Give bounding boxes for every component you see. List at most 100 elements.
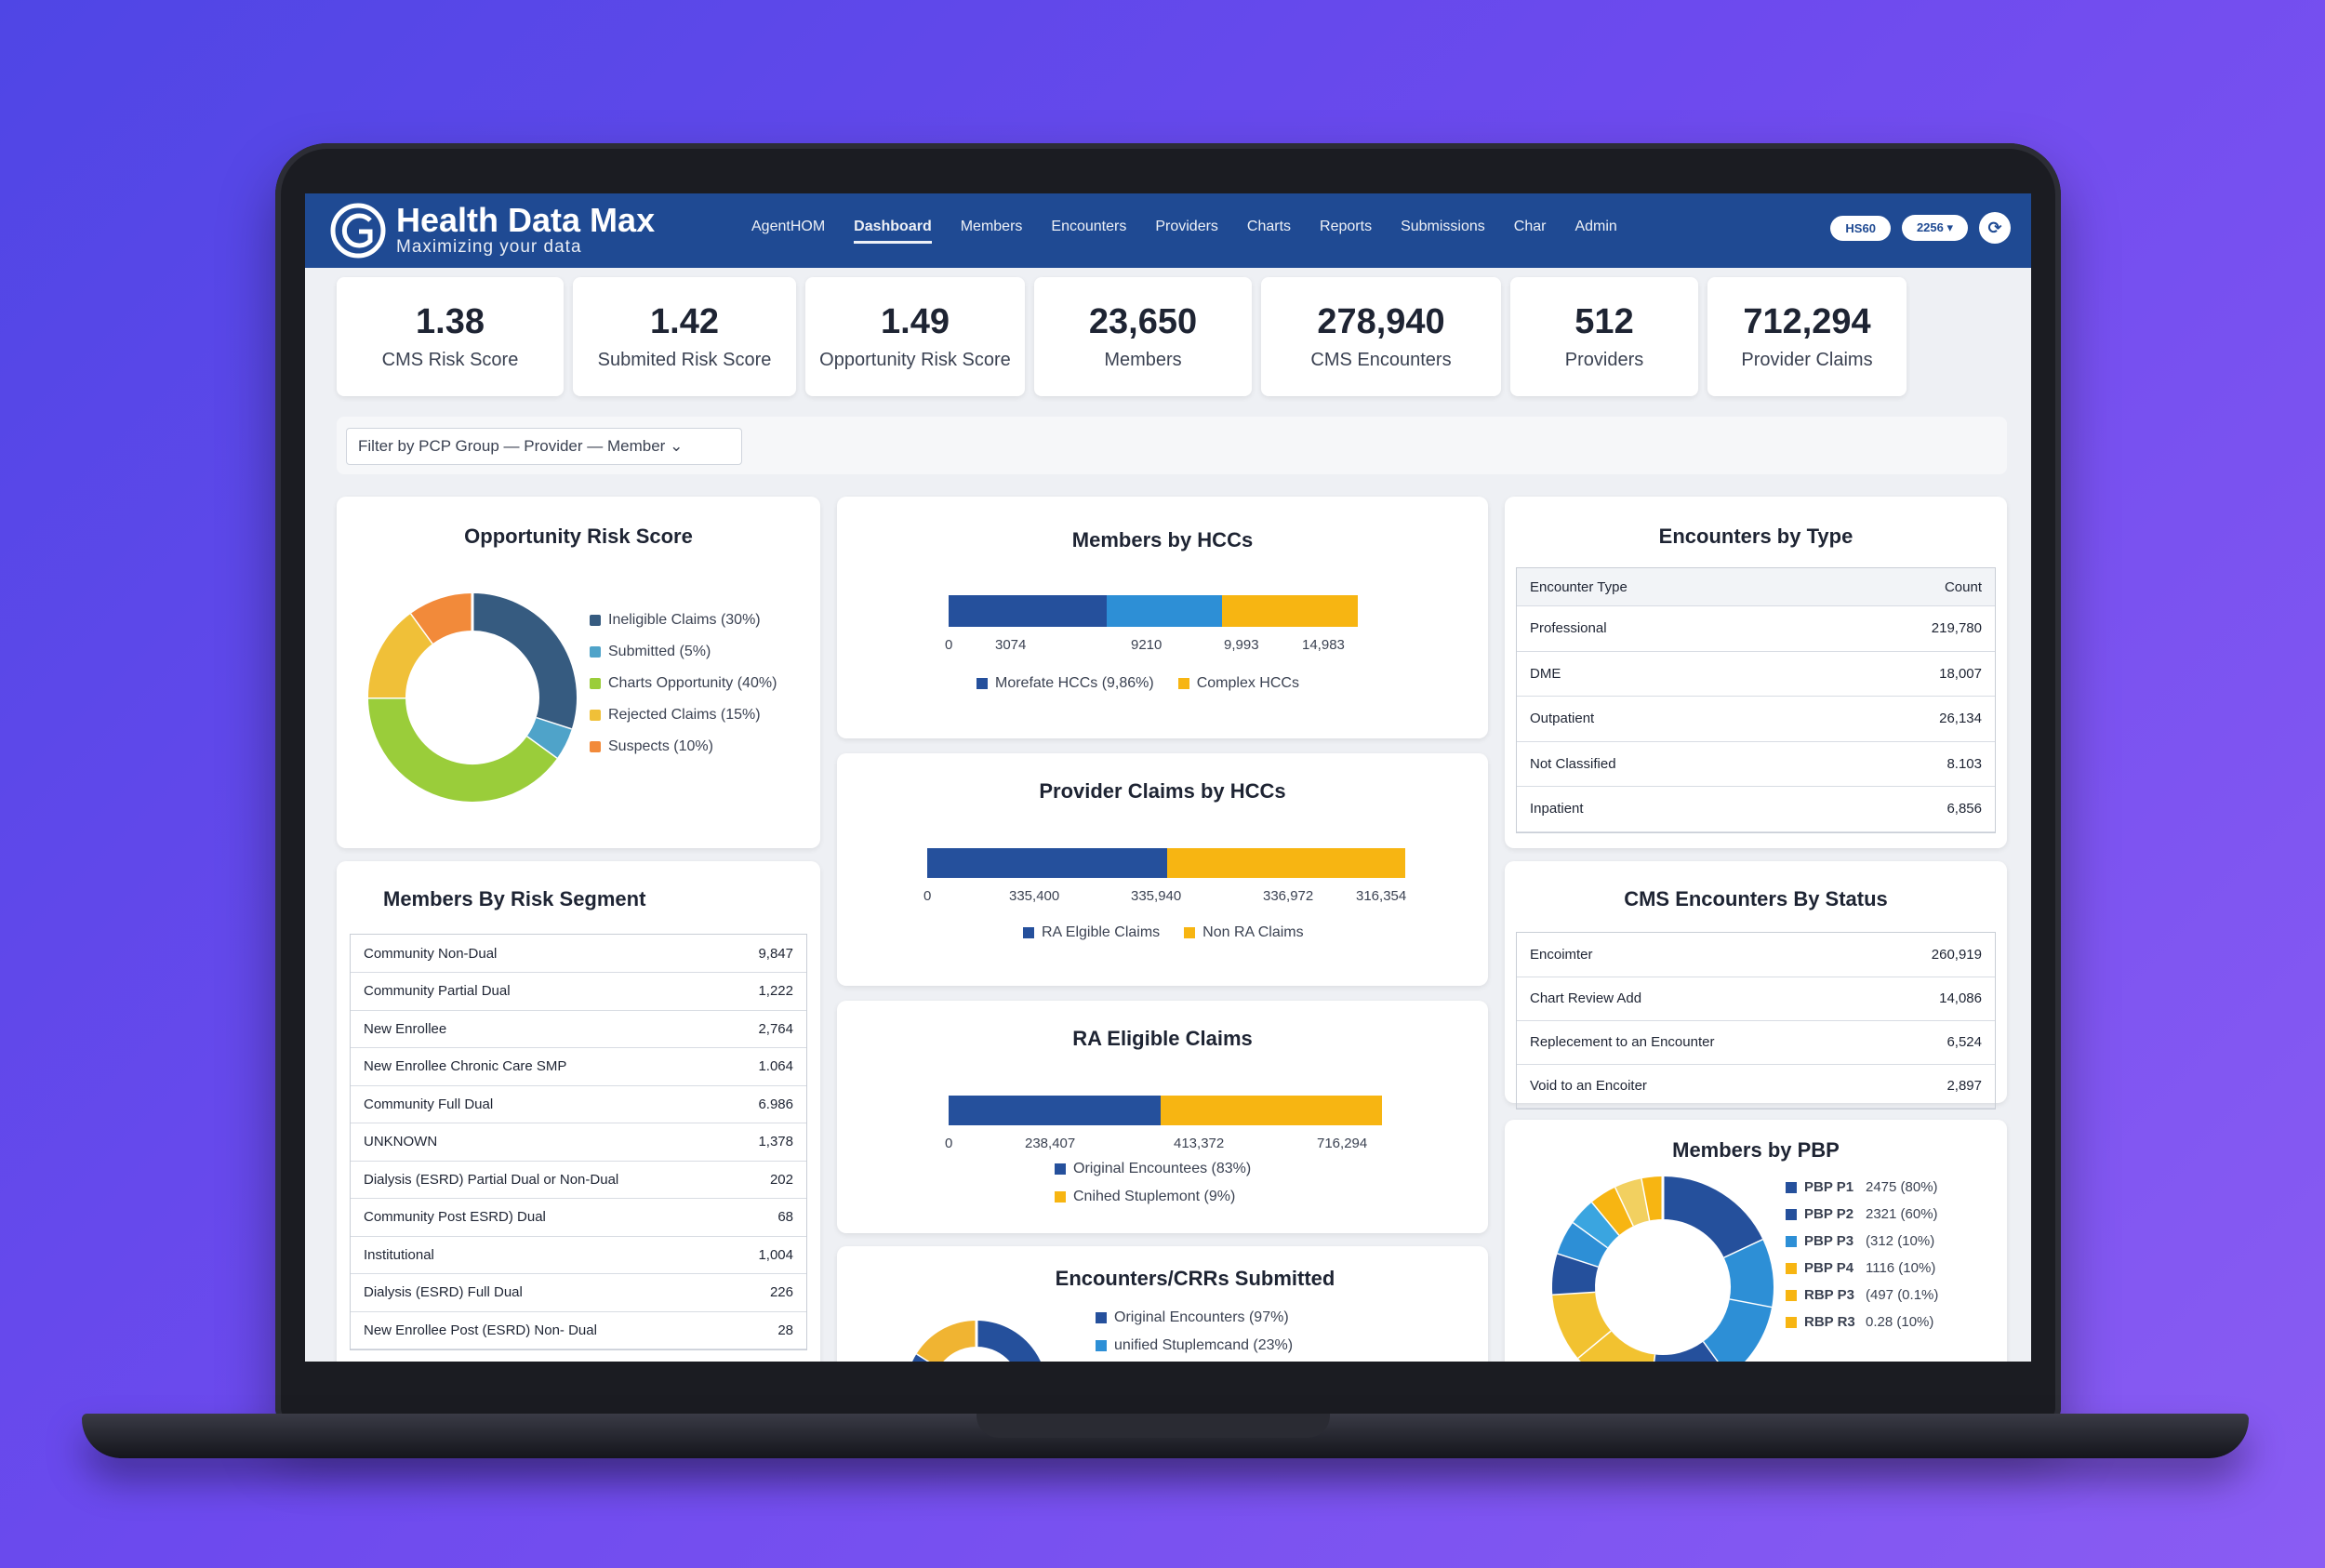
table-row[interactable]: Dialysis (ESRD) Full Dual 226 bbox=[351, 1273, 806, 1312]
encounters-type-card: Encounters by Type Encounter Type Count Pr… bbox=[1505, 497, 2007, 848]
legend-item[interactable]: unified Stuplemcand (23%) bbox=[1096, 1337, 1293, 1354]
ra-claims-segment-1[interactable] bbox=[1161, 1096, 1382, 1125]
nav-item-agenthom[interactable]: AgentHOM bbox=[751, 218, 826, 234]
legend-item[interactable]: Non RA Claims bbox=[1184, 924, 1304, 941]
pbp-slice-3[interactable] bbox=[1652, 1341, 1718, 1362]
legend-item[interactable]: RBP R3 0.28 (10%) bbox=[1786, 1314, 1938, 1330]
kpi-card[interactable]: 1.49 Opportunity Risk Score bbox=[805, 277, 1025, 396]
nav-item-encounters[interactable]: Encounters bbox=[1051, 218, 1127, 234]
table-row[interactable]: Dialysis (ESRD) Partial Dual or Non-Dual… bbox=[351, 1161, 806, 1199]
opportunity-slice-3[interactable] bbox=[368, 613, 434, 698]
pbp-slice-5[interactable] bbox=[1552, 1290, 1612, 1358]
table-row[interactable]: Professional 219,780 bbox=[1517, 605, 1995, 652]
legend-swatch bbox=[590, 741, 601, 752]
settings-icon[interactable]: ⟳ bbox=[1979, 212, 2011, 244]
members-hccs-segment-1[interactable] bbox=[1107, 595, 1222, 627]
legend-item[interactable]: Complex HCCs bbox=[1177, 675, 1299, 692]
pbp-slice-4[interactable] bbox=[1577, 1329, 1655, 1362]
filter-label: Filter by PCP Group — Provider — Member bbox=[358, 437, 666, 455]
legend-item[interactable]: PBP P2 2321 (60%) bbox=[1786, 1206, 1938, 1222]
pbp-slice-11[interactable] bbox=[1641, 1176, 1664, 1221]
pbp-slice-8[interactable] bbox=[1573, 1202, 1621, 1248]
opportunity-slice-2[interactable] bbox=[368, 697, 557, 802]
opportunity-slice-0[interactable] bbox=[472, 593, 577, 730]
legend-item[interactable]: Morefate HCCs (9,86%) bbox=[976, 675, 1154, 692]
kpi-card[interactable]: 23,650 Members bbox=[1034, 277, 1252, 396]
table-row[interactable]: Replecement to an Encounter 6,524 bbox=[1517, 1020, 1995, 1065]
pbp-slice-0[interactable] bbox=[1662, 1176, 1763, 1259]
encounters-type-title: Encounters by Type bbox=[1658, 525, 1853, 548]
legend-item[interactable]: Ineligible Claims (30%) bbox=[590, 612, 777, 629]
legend-item[interactable]: Suspects (10%) bbox=[590, 738, 777, 755]
pbp-slice-6[interactable] bbox=[1552, 1253, 1599, 1295]
table-row[interactable]: Community Post ESRD) Dual 68 bbox=[351, 1198, 806, 1237]
crr-slice-4[interactable] bbox=[916, 1321, 977, 1362]
table-row[interactable]: DME 18,007 bbox=[1517, 651, 1995, 697]
pbp-slice-10[interactable] bbox=[1615, 1178, 1652, 1227]
legend-item[interactable]: Rejected Claims (15%) bbox=[590, 707, 777, 724]
filter-dropdown[interactable]: Filter by PCP Group — Provider — Member … bbox=[346, 428, 742, 465]
table-row[interactable]: Institutional 1,004 bbox=[351, 1236, 806, 1274]
nav-item-reports[interactable]: Reports bbox=[1320, 218, 1373, 234]
legend-item[interactable]: Charts Opportunity (40%) bbox=[590, 675, 777, 692]
table-row[interactable]: Community Partial Dual 1,222 bbox=[351, 972, 806, 1011]
table-row[interactable]: New Enrollee 2,764 bbox=[351, 1010, 806, 1048]
column-header[interactable]: Encounter Type bbox=[1517, 568, 1813, 606]
provider-claims-segment-0[interactable] bbox=[927, 848, 1167, 878]
legend-item[interactable]: PBP P3 (312 (10%) bbox=[1786, 1233, 1938, 1249]
brand[interactable]: Health Data Max Maximizing your data bbox=[329, 202, 729, 259]
table-row[interactable]: Chart Review Add 14,086 bbox=[1517, 977, 1995, 1021]
kpi-card[interactable]: 1.42 Submited Risk Score bbox=[573, 277, 796, 396]
table-row[interactable]: Void to an Encoiter 2,897 bbox=[1517, 1064, 1995, 1109]
column-header[interactable]: Count bbox=[1812, 568, 1995, 606]
provider-claims-segment-1[interactable] bbox=[1167, 848, 1405, 878]
legend-item[interactable]: PBP P1 2475 (80%) bbox=[1786, 1179, 1938, 1195]
row-label: Void to an Encoiter bbox=[1517, 1064, 1868, 1109]
legend-item[interactable]: RA Elgible Claims bbox=[1023, 924, 1160, 941]
legend-item[interactable]: Original Encounters (97%) bbox=[1096, 1309, 1293, 1326]
nav-item-members[interactable]: Members bbox=[960, 218, 1023, 234]
pbp-slice-9[interactable] bbox=[1592, 1187, 1635, 1236]
pbp-slice-1[interactable] bbox=[1723, 1240, 1774, 1309]
row-label: Professional bbox=[1517, 605, 1813, 652]
table-row[interactable]: Encoimter 260,919 bbox=[1517, 933, 1995, 977]
legend-swatch bbox=[1023, 927, 1034, 938]
nav-item-charts[interactable]: Charts bbox=[1246, 218, 1292, 234]
table-row[interactable]: Inpatient 6,856 bbox=[1517, 786, 1995, 832]
table-row[interactable]: Community Non-Dual 9,847 bbox=[351, 935, 806, 973]
members-hccs-segment-2[interactable] bbox=[1222, 595, 1358, 627]
table-row[interactable]: Not Classified 8.103 bbox=[1517, 741, 1995, 787]
nav-item-char[interactable]: Char bbox=[1513, 218, 1547, 234]
legend-item[interactable]: RBP P3 (497 (0.1%) bbox=[1786, 1287, 1938, 1303]
legend-label: Original Encounters (97%) bbox=[1114, 1309, 1289, 1325]
table-row[interactable]: Community Full Dual 6.986 bbox=[351, 1085, 806, 1123]
nav-item-admin[interactable]: Admin bbox=[1574, 218, 1617, 234]
crr-slice-0[interactable] bbox=[937, 1321, 1041, 1362]
members-hccs-segment-0[interactable] bbox=[949, 595, 1107, 627]
ra-claims-segment-0[interactable] bbox=[949, 1096, 1161, 1125]
nav-item-dashboard[interactable]: Dashboard bbox=[854, 219, 932, 244]
legend-item[interactable]: Cnihed Stuplemont (9%) bbox=[1055, 1189, 1251, 1205]
nav-item-submissions[interactable]: Submissions bbox=[1401, 218, 1485, 234]
table-row[interactable]: UNKNOWN 1,378 bbox=[351, 1123, 806, 1162]
legend-item[interactable]: Original Encountees (83%) bbox=[1055, 1161, 1251, 1177]
opportunity-slice-1[interactable] bbox=[525, 717, 572, 759]
pbp-slice-2[interactable] bbox=[1702, 1298, 1772, 1362]
table-row[interactable]: New Enrollee Post (ESRD) Non- Dual 28 bbox=[351, 1311, 806, 1349]
legend-swatch bbox=[1055, 1191, 1066, 1203]
legend-item[interactable]: Submitted (5%) bbox=[590, 644, 777, 660]
kpi-card[interactable]: 512 Providers bbox=[1510, 277, 1698, 396]
table-row[interactable]: Outpatient 26,134 bbox=[1517, 696, 1995, 742]
legend-swatch bbox=[590, 710, 601, 721]
legend-item[interactable]: PBP P4 1116 (10%) bbox=[1786, 1260, 1938, 1276]
table-header: Encounter Type Count bbox=[1517, 568, 1995, 606]
kpi-card[interactable]: 278,940 CMS Encounters bbox=[1261, 277, 1501, 396]
header-pill-1[interactable]: HS60 bbox=[1830, 215, 1891, 241]
header-pill-2[interactable]: 2256 ▾ bbox=[1901, 215, 1968, 241]
pbp-slice-7[interactable] bbox=[1557, 1222, 1609, 1268]
kpi-card[interactable]: 1.38 CMS Risk Score bbox=[337, 277, 564, 396]
opportunity-slice-4[interactable] bbox=[411, 593, 473, 644]
kpi-card[interactable]: 712,294 Provider Claims bbox=[1707, 277, 1906, 396]
table-row[interactable]: New Enrollee Chronic Care SMP 1.064 bbox=[351, 1047, 806, 1086]
nav-item-providers[interactable]: Providers bbox=[1155, 218, 1218, 234]
